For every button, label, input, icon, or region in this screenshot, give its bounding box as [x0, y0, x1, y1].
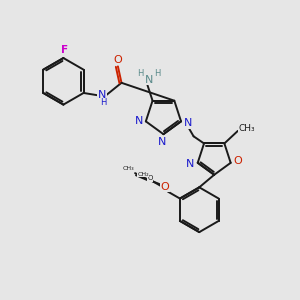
- Text: CH₃: CH₃: [238, 124, 255, 133]
- Text: H: H: [137, 69, 144, 78]
- Text: N: N: [135, 116, 143, 126]
- Text: O: O: [160, 182, 169, 192]
- Text: N: N: [145, 75, 153, 85]
- Text: CH₃: CH₃: [123, 166, 134, 171]
- Text: H: H: [100, 98, 107, 107]
- Text: F: F: [61, 45, 68, 55]
- Text: O: O: [147, 175, 153, 181]
- Text: O: O: [113, 55, 122, 65]
- Text: N: N: [158, 136, 166, 147]
- Text: N: N: [183, 118, 192, 128]
- Text: CH₂: CH₂: [137, 172, 149, 177]
- Text: N: N: [98, 90, 106, 100]
- Text: N: N: [186, 159, 194, 169]
- Text: O: O: [234, 156, 242, 166]
- Text: H: H: [154, 69, 161, 78]
